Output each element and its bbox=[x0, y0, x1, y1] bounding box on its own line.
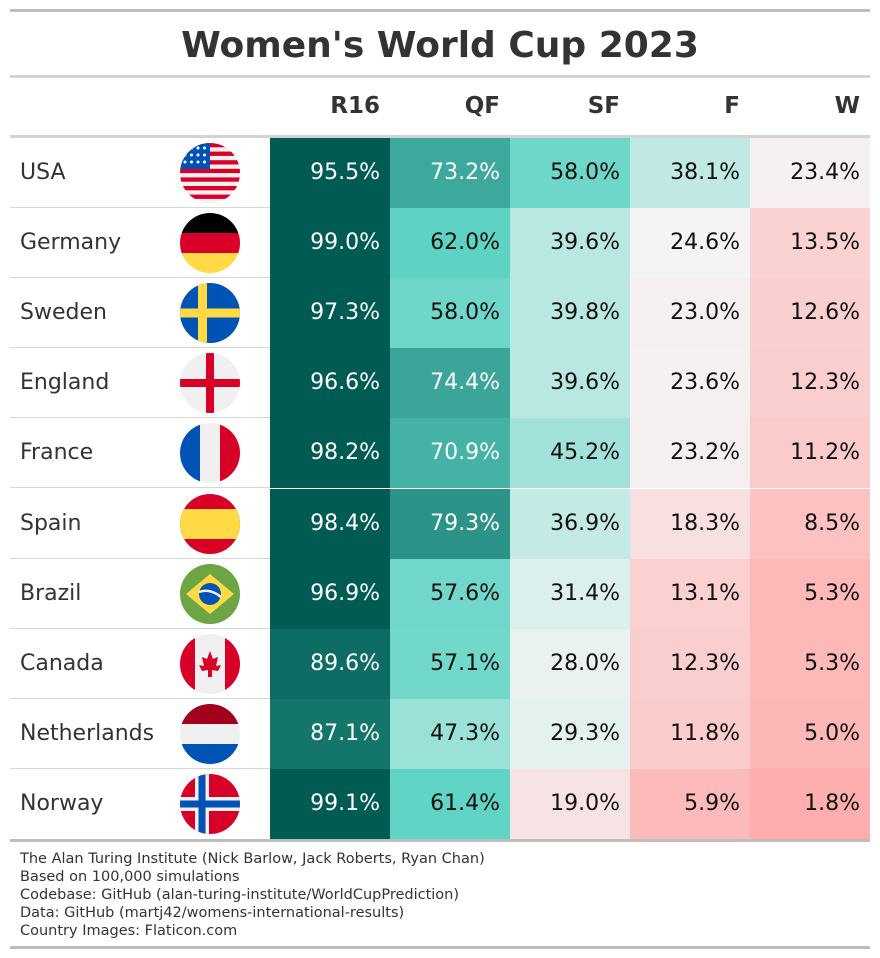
table-header: R16 QF SF F W bbox=[10, 78, 870, 135]
header-rule bbox=[10, 135, 870, 138]
probability-cell-qf: 61.4% bbox=[390, 768, 510, 839]
probability-cell-qf: 58.0% bbox=[390, 278, 510, 349]
top-rule bbox=[10, 9, 870, 12]
country-name: Sweden bbox=[20, 300, 107, 326]
table-bottom-rule bbox=[10, 839, 870, 842]
probability-cell-r16: 95.5% bbox=[270, 138, 390, 208]
germany-flag bbox=[180, 213, 240, 274]
probability-cell-r16: 96.6% bbox=[270, 348, 390, 419]
column-header-f: F bbox=[724, 93, 740, 119]
canada-flag bbox=[180, 633, 240, 694]
probability-cell-f: 18.3% bbox=[630, 488, 750, 559]
chart-title: Women's World Cup 2023 bbox=[181, 25, 699, 66]
country-name: England bbox=[20, 370, 110, 396]
footer-notes: The Alan Turing Institute (Nick Barlow, … bbox=[20, 850, 860, 940]
country-name: France bbox=[20, 440, 94, 466]
table-row: Sweden 97.3% 58.0% 39.8% 23.0% 12.6% bbox=[10, 278, 870, 349]
probability-cell-w: 12.3% bbox=[750, 348, 870, 419]
probability-cell-w: 12.6% bbox=[750, 278, 870, 349]
country-name: USA bbox=[20, 160, 66, 185]
probability-cell-w: 5.0% bbox=[750, 698, 870, 769]
probability-cell-r16: 97.3% bbox=[270, 278, 390, 349]
country-name: Brazil bbox=[20, 580, 82, 606]
footer-line-credits: The Alan Turing Institute (Nick Barlow, … bbox=[20, 851, 485, 867]
probability-cell-f: 23.0% bbox=[630, 278, 750, 349]
column-header-r16: R16 bbox=[330, 93, 380, 119]
table-row: France 98.2% 70.9% 45.2% 23.2% 11.2% bbox=[10, 418, 870, 489]
table-row: Norway 99.1% 61.4% 19.0% 5.9% 1.8% bbox=[10, 768, 870, 839]
table-row: Brazil 96.9% 57.6% 31.4% 13.1% 5.3% bbox=[10, 558, 870, 629]
england-flag bbox=[180, 353, 240, 414]
bottom-rule bbox=[10, 946, 870, 949]
sweden-flag bbox=[180, 283, 240, 344]
probability-cell-r16: 98.4% bbox=[270, 488, 390, 559]
probability-cell-sf: 39.8% bbox=[510, 278, 630, 349]
probability-cell-f: 24.6% bbox=[630, 208, 750, 279]
country-name: Norway bbox=[20, 790, 104, 816]
probability-cell-w: 5.3% bbox=[750, 628, 870, 699]
country-name: Netherlands bbox=[20, 720, 155, 746]
probability-cell-qf: 47.3% bbox=[390, 698, 510, 769]
probability-cell-qf: 62.0% bbox=[390, 208, 510, 279]
table-row: Germany 99.0% 62.0% 39.6% 24.6% 13.5% bbox=[10, 208, 870, 279]
probability-cell-r16: 98.2% bbox=[270, 418, 390, 489]
table-row: Canada 89.6% 57.1% 28.0% 12.3% 5.3% bbox=[10, 628, 870, 699]
probability-cell-sf: 58.0% bbox=[510, 138, 630, 208]
title-rule bbox=[10, 75, 870, 78]
probability-cell-qf: 57.6% bbox=[390, 558, 510, 629]
probability-cell-sf: 19.0% bbox=[510, 768, 630, 839]
probability-cell-w: 8.5% bbox=[750, 488, 870, 559]
country-name: Spain bbox=[20, 510, 82, 536]
probability-cell-qf: 73.2% bbox=[390, 138, 510, 208]
probability-cell-sf: 45.2% bbox=[510, 418, 630, 489]
probability-cell-sf: 29.3% bbox=[510, 698, 630, 769]
table-row: Spain 98.4% 79.3% 36.9% 18.3% 8.5% bbox=[10, 488, 870, 559]
probability-cell-r16: 96.9% bbox=[270, 558, 390, 629]
probability-cell-r16: 89.6% bbox=[270, 628, 390, 699]
spain-flag bbox=[180, 493, 240, 554]
probability-cell-sf: 31.4% bbox=[510, 558, 630, 629]
table-row: England 96.6% 74.4% 39.6% 23.6% 12.3% bbox=[10, 348, 870, 419]
probability-cell-w: 11.2% bbox=[750, 418, 870, 489]
probability-cell-sf: 39.6% bbox=[510, 208, 630, 279]
probability-cell-qf: 57.1% bbox=[390, 628, 510, 699]
probability-cell-f: 11.8% bbox=[630, 698, 750, 769]
footer-line-data: Data: GitHub (martj42/womens-internation… bbox=[20, 905, 405, 921]
probability-cell-f: 23.6% bbox=[630, 348, 750, 419]
probability-cell-sf: 39.6% bbox=[510, 348, 630, 419]
table-row: USA 95.5% 73.2% 58.0% 38.1% 23.4% bbox=[10, 138, 870, 208]
column-header-sf: SF bbox=[587, 93, 620, 119]
probability-cell-w: 1.8% bbox=[750, 768, 870, 839]
probability-cell-qf: 79.3% bbox=[390, 488, 510, 559]
country-name: Canada bbox=[20, 650, 104, 676]
probability-cell-f: 23.2% bbox=[630, 418, 750, 489]
probability-cell-r16: 99.0% bbox=[270, 208, 390, 279]
footer-line-images: Country Images: Flaticon.com bbox=[20, 923, 238, 939]
footer-line-simulations: Based on 100,000 simulations bbox=[20, 869, 240, 885]
probability-cell-qf: 74.4% bbox=[390, 348, 510, 419]
probability-cell-w: 23.4% bbox=[750, 138, 870, 208]
table-row: Netherlands 87.1% 47.3% 29.3% 11.8% 5.0% bbox=[10, 698, 870, 769]
country-name: Germany bbox=[20, 230, 122, 256]
probability-cell-r16: 99.1% bbox=[270, 768, 390, 839]
netherlands-flag bbox=[180, 703, 240, 764]
column-header-w: W bbox=[834, 93, 860, 119]
probability-cell-r16: 87.1% bbox=[270, 698, 390, 769]
probability-cell-sf: 28.0% bbox=[510, 628, 630, 699]
probability-cell-w: 5.3% bbox=[750, 558, 870, 629]
brazil-flag bbox=[180, 563, 240, 624]
probability-cell-f: 5.9% bbox=[630, 768, 750, 839]
probability-cell-sf: 36.9% bbox=[510, 488, 630, 559]
usa-flag bbox=[180, 143, 240, 203]
france-flag bbox=[180, 423, 240, 484]
footer-line-codebase: Codebase: GitHub (alan-turing-institute/… bbox=[20, 887, 460, 903]
probability-cell-f: 13.1% bbox=[630, 558, 750, 629]
probability-cell-qf: 70.9% bbox=[390, 418, 510, 489]
norway-flag bbox=[180, 773, 240, 834]
probability-cell-w: 13.5% bbox=[750, 208, 870, 279]
probability-cell-f: 12.3% bbox=[630, 628, 750, 699]
column-header-qf: QF bbox=[464, 93, 500, 119]
probability-cell-f: 38.1% bbox=[630, 138, 750, 208]
